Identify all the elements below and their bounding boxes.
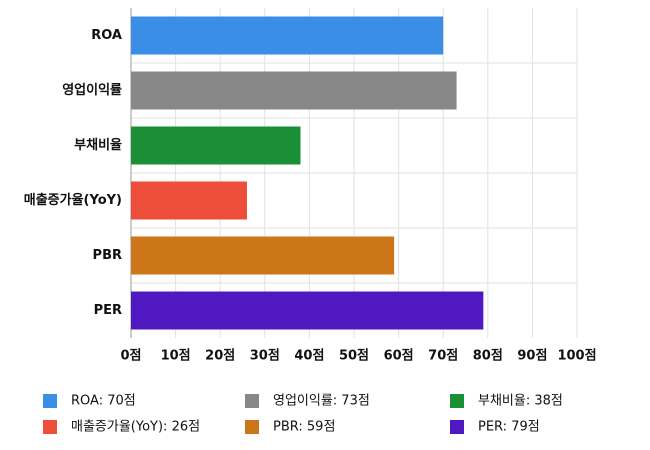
x-tick-label: 60점	[384, 349, 414, 364]
legend-label: ROA: 70점	[71, 394, 136, 409]
x-tick-label: 10점	[161, 349, 191, 364]
x-tick-label: 30점	[250, 349, 280, 364]
bar	[131, 236, 395, 275]
legend-label: 영업이익률: 73점	[273, 394, 370, 409]
x-tick-label: 90점	[517, 349, 547, 364]
y-tick-label: PBR	[93, 248, 122, 263]
x-tick-label: 50점	[339, 349, 369, 364]
bar	[131, 181, 247, 220]
y-tick-label: PER	[94, 303, 122, 318]
legend-swatch	[450, 420, 464, 434]
bar	[131, 126, 301, 165]
legend-label: 매출증가율(YoY): 26점	[71, 420, 200, 435]
x-tick-label: 20점	[205, 349, 235, 364]
y-tick-label: ROA	[91, 28, 122, 43]
legend-label: PBR: 59점	[273, 420, 335, 435]
x-tick-label: 40점	[294, 349, 324, 364]
legend-swatch	[245, 420, 259, 434]
x-tick-label: 100점	[557, 349, 596, 364]
x-tick-label: 0점	[120, 349, 141, 364]
bar	[131, 16, 444, 55]
x-tick-label: 70점	[428, 349, 458, 364]
x-tick-label: 80점	[473, 349, 503, 364]
legend-swatch	[43, 394, 57, 408]
legend-label: PER: 79점	[478, 420, 540, 435]
legend-swatch	[245, 394, 259, 408]
legend-label: 부채비율: 38점	[478, 394, 563, 409]
bar	[131, 291, 484, 330]
y-tick-label: 매출증가율(YoY)	[24, 192, 122, 208]
bar	[131, 71, 457, 110]
y-tick-label: 영업이익률	[62, 82, 122, 98]
legend-swatch	[43, 420, 57, 434]
y-tick-label: 부채비율	[74, 137, 122, 153]
legend-swatch	[450, 394, 464, 408]
